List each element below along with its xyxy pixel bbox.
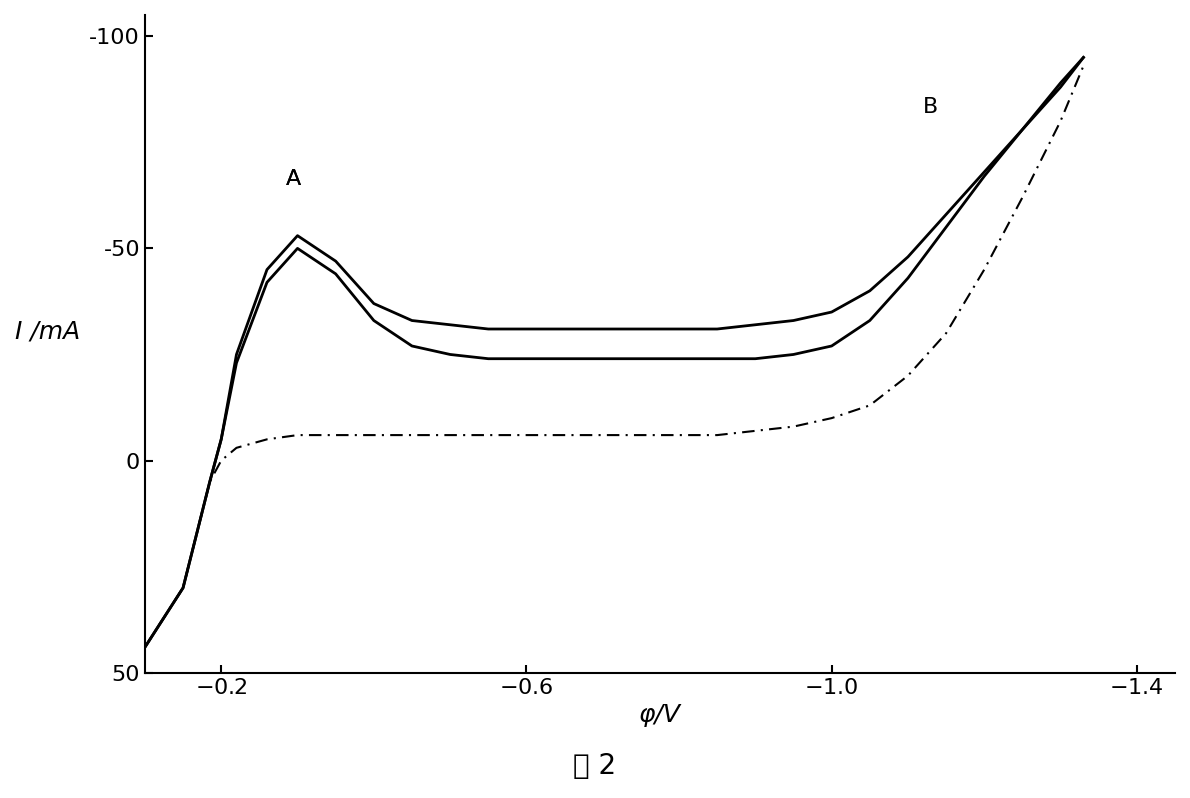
Text: B: B bbox=[923, 97, 939, 117]
Text: 图 2: 图 2 bbox=[574, 752, 616, 780]
X-axis label: φ/V: φ/V bbox=[639, 703, 681, 727]
Y-axis label: I /mA: I /mA bbox=[15, 320, 80, 344]
Text: A: A bbox=[286, 168, 301, 189]
Text: A: A bbox=[286, 168, 301, 189]
